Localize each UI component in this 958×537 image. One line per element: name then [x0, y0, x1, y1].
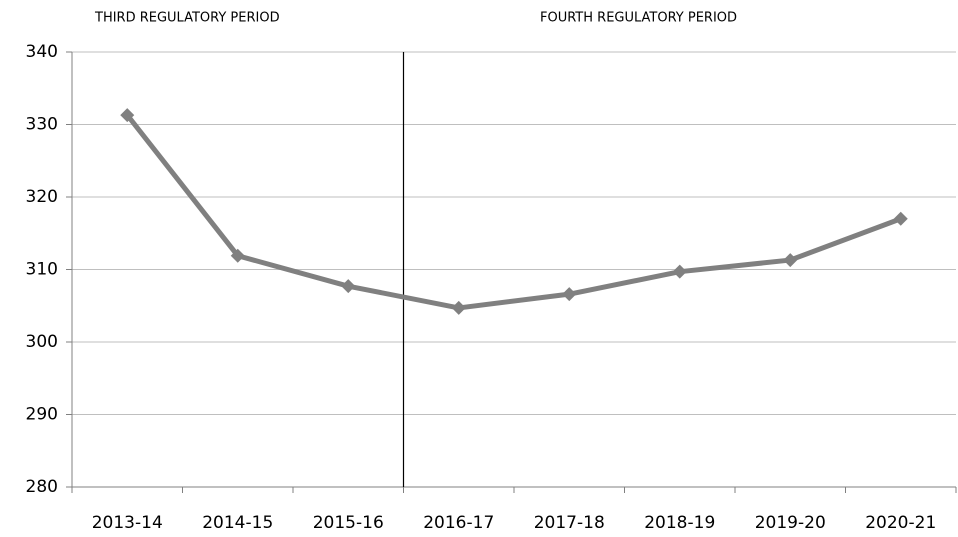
line: [125, 113, 902, 311]
x-tick-label: 2017-18: [534, 513, 605, 533]
y-tick-label: 310: [26, 260, 58, 280]
x-tick-label: 2018-19: [644, 513, 715, 533]
y-tick-label: 320: [26, 187, 58, 207]
y-tick-label: 290: [26, 405, 58, 425]
x-tick-label: 2019-20: [755, 513, 826, 533]
marker: [562, 287, 577, 302]
marker: [783, 253, 798, 268]
y-tick-label: 280: [26, 477, 58, 497]
y-tick-label: 330: [26, 115, 58, 135]
x-tick-label: 2020-21: [865, 513, 936, 533]
x-tick-label: 2016-17: [423, 513, 494, 533]
x-tick-label: 2015-16: [313, 513, 384, 533]
marker: [341, 279, 356, 294]
marker: [672, 264, 687, 279]
annotation: THIRD REGULATORY PERIOD: [94, 11, 280, 26]
marker: [120, 108, 135, 123]
x-tick-label: 2014-15: [202, 513, 273, 533]
x-tick-label: 2013-14: [92, 513, 163, 533]
annotation: FOURTH REGULATORY PERIOD: [540, 11, 737, 26]
y-tick-label: 340: [26, 42, 58, 62]
marker: [451, 300, 466, 315]
marker: [230, 248, 245, 263]
y-tick-label: 300: [26, 332, 58, 352]
marker: [893, 211, 908, 226]
